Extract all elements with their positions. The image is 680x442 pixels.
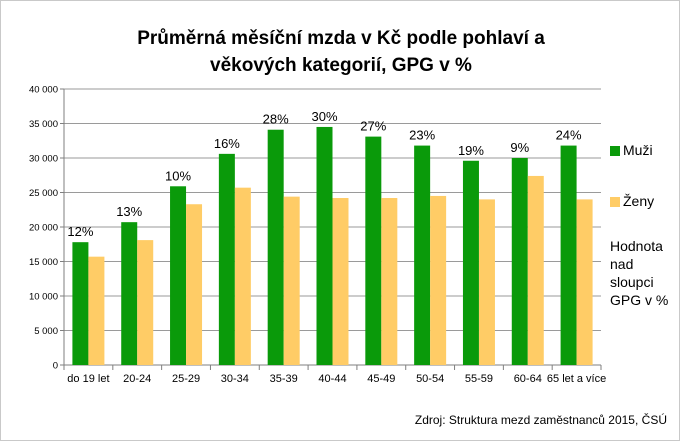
gap-data-label: 30%	[311, 109, 337, 124]
bar-zeny	[88, 256, 105, 365]
bar-muzi	[267, 129, 284, 365]
bar-muzi	[511, 158, 528, 365]
y-tick-label: 0	[53, 361, 58, 372]
legend-swatch-muzi	[610, 146, 620, 156]
bar-zeny	[478, 199, 495, 365]
x-tick-label: 45-49	[367, 373, 395, 385]
gap-data-label: 9%	[510, 140, 529, 155]
y-tick-label: 15 000	[29, 257, 58, 268]
bar-zeny	[576, 199, 593, 365]
gap-data-label: 10%	[165, 168, 191, 183]
x-tick-label: 50-54	[416, 373, 444, 385]
gap-data-label: 12%	[67, 224, 93, 239]
bar-muzi	[218, 153, 235, 365]
bar-muzi	[72, 242, 89, 365]
x-tick-label: 40-44	[318, 373, 346, 385]
bar-zeny	[137, 240, 154, 365]
gap-data-label: 13%	[116, 204, 142, 219]
bar-muzi	[414, 145, 431, 365]
x-tick-label: 20-24	[123, 373, 151, 385]
gap-data-label: 27%	[360, 119, 386, 134]
bar-zeny	[283, 196, 300, 365]
y-tick-label: 25 000	[29, 188, 58, 199]
y-tick-label: 30 000	[29, 154, 58, 165]
gap-data-label: 24%	[556, 128, 582, 143]
bar-zeny	[527, 175, 544, 365]
gpg-note: Hodnota nad sloupci GPG v %	[610, 238, 669, 308]
x-tick-label: 35-39	[270, 373, 298, 385]
bar-muzi	[560, 145, 577, 365]
x-tick-label: 65 let a více	[547, 373, 606, 385]
gap-data-label: 28%	[263, 112, 289, 127]
bar-zeny	[186, 204, 203, 365]
bar-zeny	[234, 187, 251, 365]
bar-muzi	[316, 126, 333, 365]
legend-label-muzi: Muži	[623, 142, 653, 158]
y-tick-label: 35 000	[29, 119, 58, 130]
chart-title-line-2: věkových kategorií, GPG v %	[210, 55, 472, 76]
legend-swatch-zeny	[610, 197, 620, 207]
chart-title-line-1: Průměrná měsíční mzda v Kč podle pohlaví…	[137, 28, 545, 49]
y-tick-label: 10 000	[29, 292, 58, 303]
source-note: Zdroj: Struktura mezd zaměstnanců 2015, …	[414, 413, 667, 427]
y-tick-label: 20 000	[29, 223, 58, 234]
bar-muzi	[121, 222, 138, 365]
gap-data-label: 19%	[458, 143, 484, 158]
legend-label-zeny: Ženy	[623, 193, 655, 209]
x-tick-label: 55-59	[465, 373, 493, 385]
x-tick-label: 25-29	[172, 373, 200, 385]
x-tick-label: do 19 let	[67, 373, 109, 385]
bar-muzi	[462, 160, 479, 365]
gap-data-label: 16%	[214, 136, 240, 151]
y-tick-label: 40 000	[29, 85, 58, 96]
bar-muzi	[170, 186, 187, 365]
y-tick-label: 5 000	[34, 326, 58, 337]
bar-muzi	[365, 136, 382, 365]
bar-zeny	[430, 195, 447, 365]
bar-zeny	[381, 198, 398, 365]
x-tick-label: 30-34	[221, 373, 249, 385]
x-tick-label: 60-64	[514, 373, 542, 385]
gap-data-label: 23%	[409, 128, 435, 143]
bar-zeny	[332, 198, 349, 365]
